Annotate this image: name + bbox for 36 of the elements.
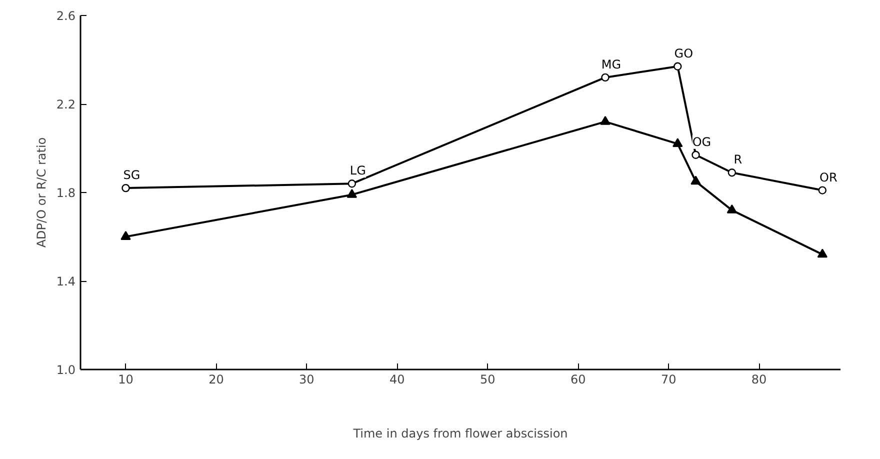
annotation: SG	[123, 168, 140, 182]
point	[817, 248, 828, 258]
point	[674, 62, 682, 70]
y-axis-title: ADP/O or R/C ratio	[34, 137, 48, 248]
annotation: GO	[674, 46, 694, 60]
x-tick-label: 60	[570, 372, 586, 386]
x-tick-label: 30	[299, 372, 314, 386]
x-tick-label: 40	[390, 372, 405, 386]
point	[120, 230, 131, 240]
point	[728, 168, 736, 177]
y-tick-label: 1.0	[56, 363, 76, 377]
y-tick-label: 1.4	[56, 274, 76, 288]
x-tick-label: 50	[480, 372, 496, 386]
y-tick-label: 2.6	[56, 9, 76, 23]
point	[818, 186, 827, 194]
point	[122, 184, 130, 192]
x-tick-label: 80	[751, 372, 767, 386]
y-tick-label: 1.8	[56, 186, 76, 200]
annotation: MG	[601, 57, 622, 72]
x-tick-label: 10	[118, 372, 134, 386]
point	[690, 176, 701, 185]
annotation: LG	[350, 164, 366, 178]
point	[346, 188, 358, 198]
point	[348, 180, 356, 188]
annotation: R	[734, 152, 742, 167]
y-tick-label: 2.2	[56, 98, 76, 112]
x-tick-label: 20	[208, 372, 224, 386]
annotation: OR	[820, 170, 838, 184]
point	[601, 73, 610, 82]
point	[600, 116, 610, 125]
point	[692, 150, 700, 159]
x-axis-title: Time in days from flower abscission	[352, 426, 568, 440]
annotation: OG	[692, 134, 712, 149]
point	[726, 204, 738, 214]
point	[672, 138, 683, 148]
x-tick-label: 70	[660, 372, 676, 386]
